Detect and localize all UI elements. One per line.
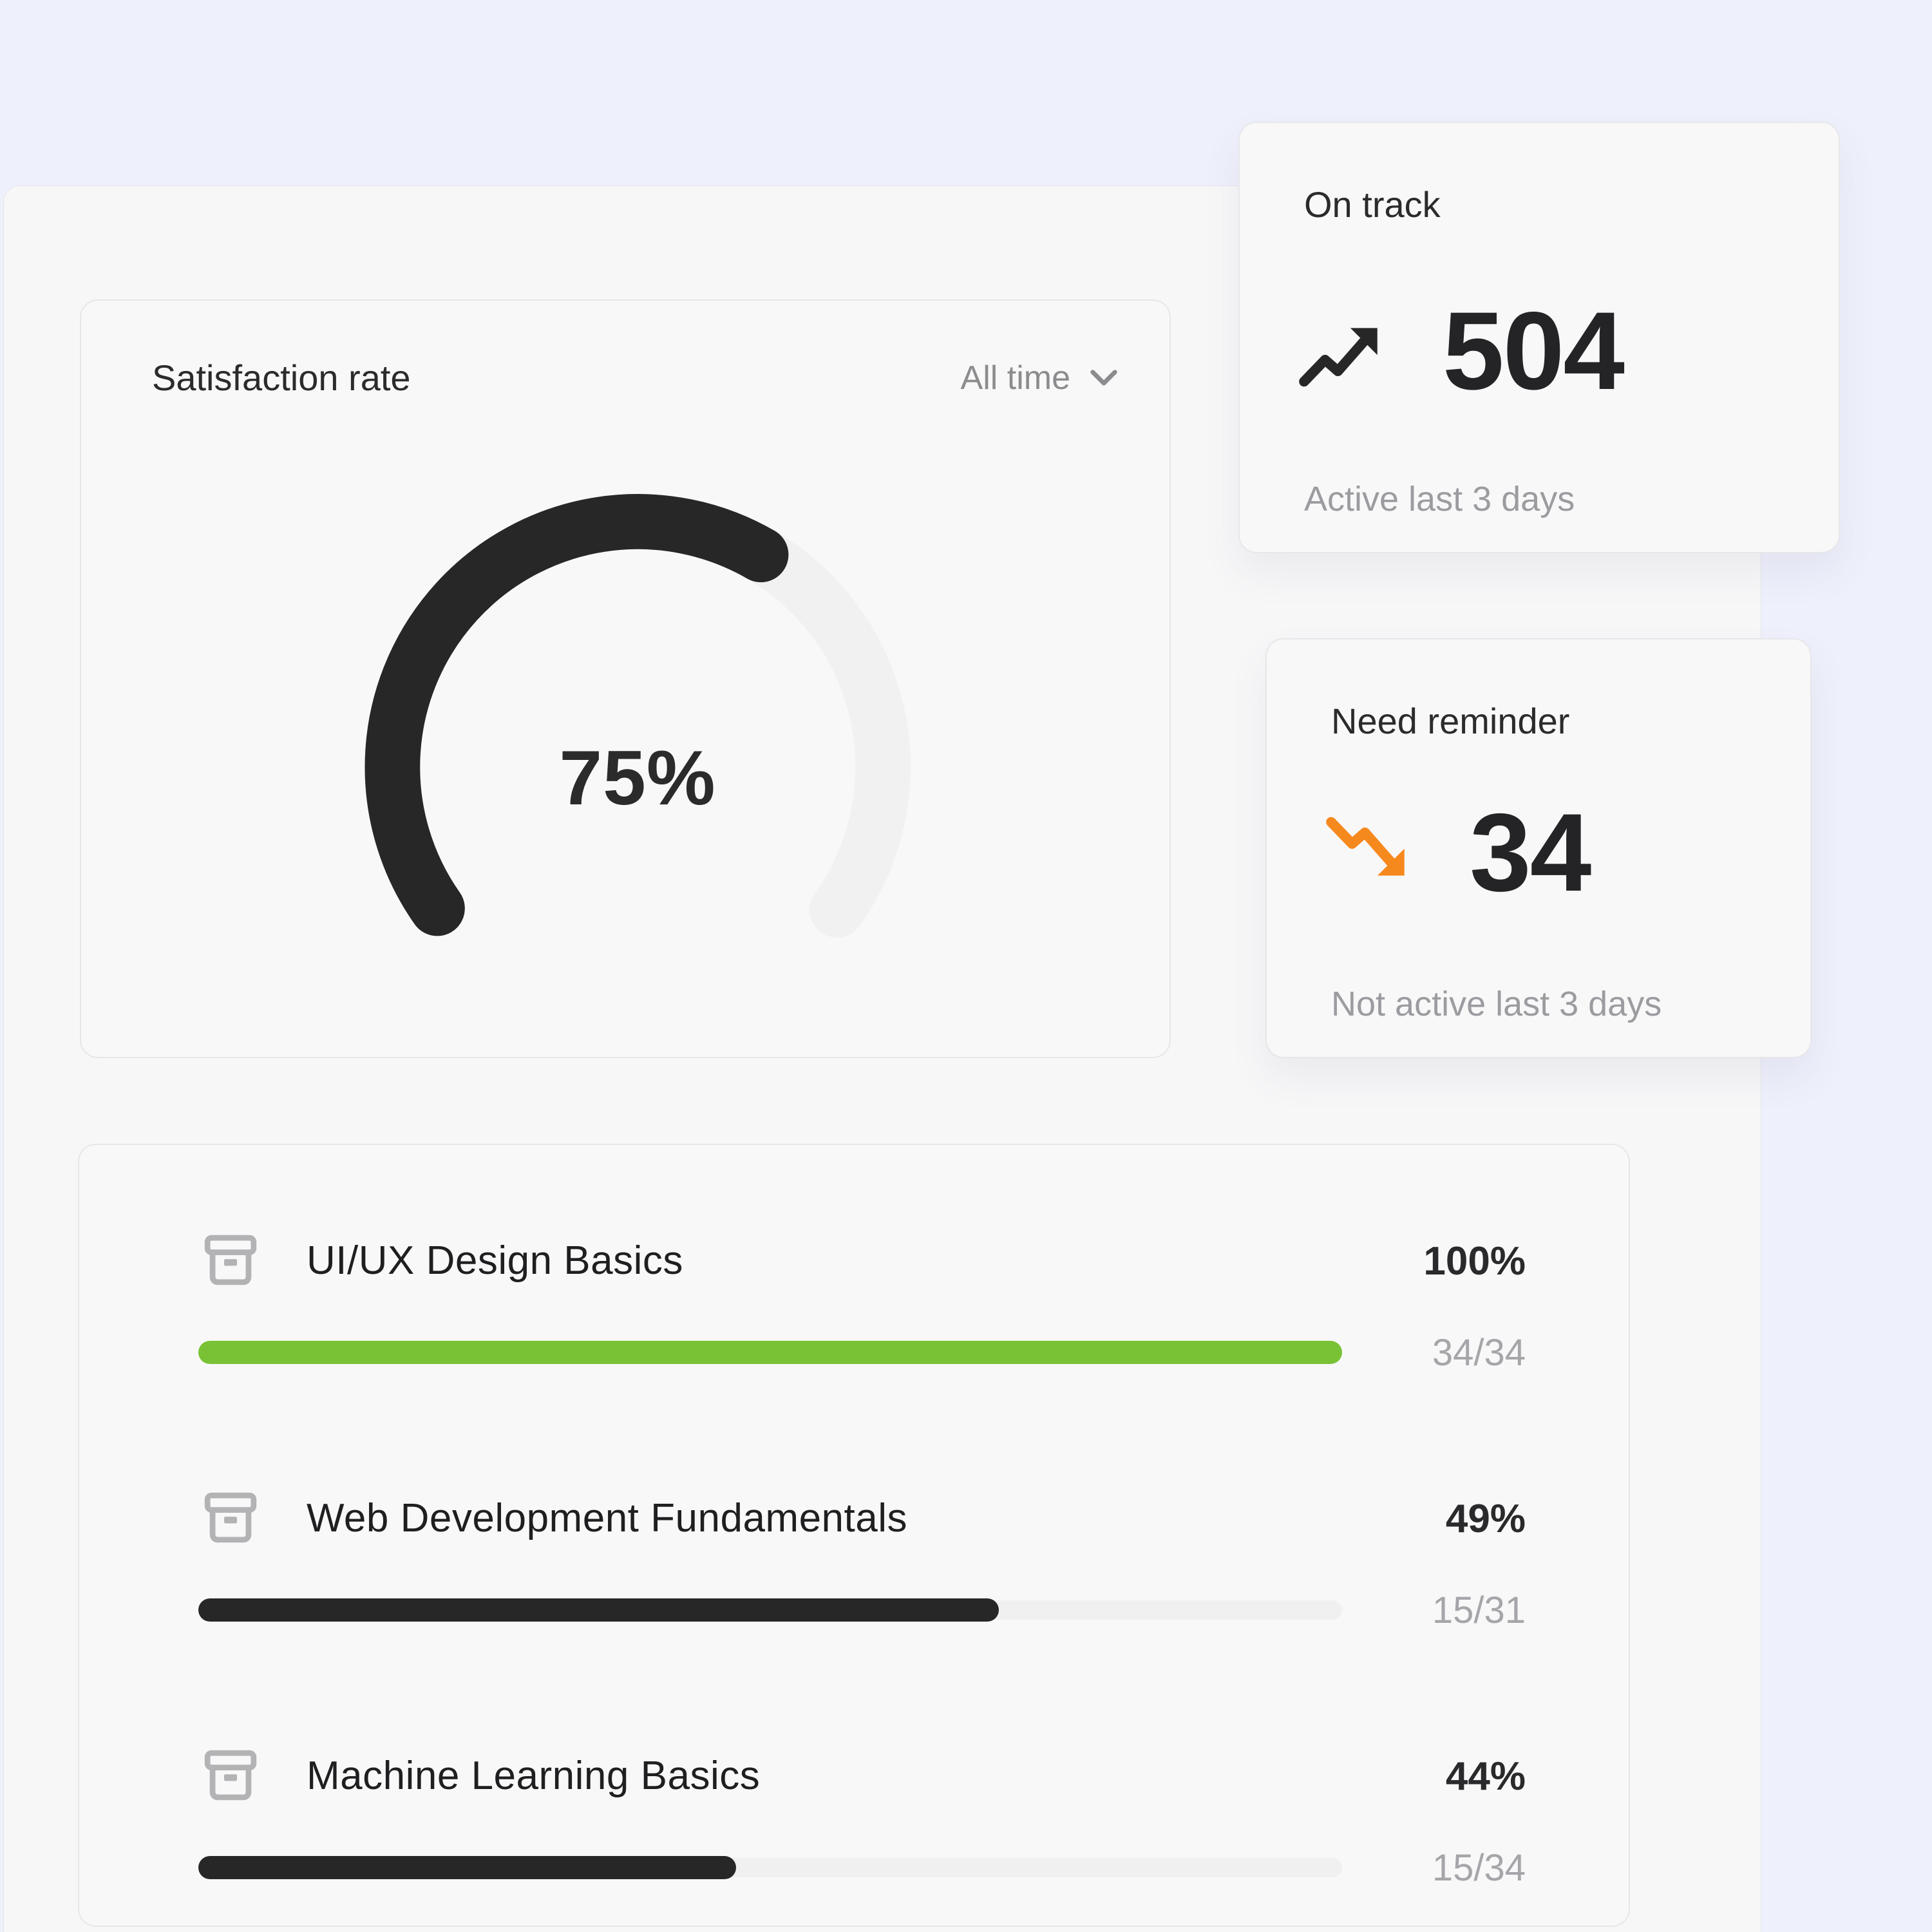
archive-box-icon — [198, 1226, 263, 1296]
course-title: UI/UX Design Basics — [307, 1238, 683, 1283]
course-progress-fraction: 15/34 — [1432, 1846, 1526, 1889]
course-progress-fraction: 15/31 — [1432, 1589, 1526, 1631]
on-track-title: On track — [1304, 184, 1441, 225]
course-row[interactable]: UI/UX Design Basics 100% 34/34 — [198, 1226, 1526, 1374]
satisfaction-card-title: Satisfaction rate — [152, 357, 411, 398]
satisfaction-gauge: 75% — [300, 460, 975, 1086]
course-title: Machine Learning Basics — [307, 1754, 761, 1798]
course-percent-value: 100% — [1423, 1238, 1526, 1283]
course-title: Web Development Fundamentals — [307, 1496, 908, 1540]
on-track-card: On track 504 Active last 3 days — [1238, 122, 1840, 553]
gauge-track-arc — [733, 527, 911, 938]
course-progress-fraction: 34/34 — [1432, 1331, 1526, 1374]
need-reminder-caption: Not active last 3 days — [1331, 985, 1662, 1023]
time-range-label: All time — [960, 359, 1070, 397]
course-percent-value: 44% — [1445, 1754, 1526, 1799]
trending-down-icon — [1321, 804, 1418, 901]
on-track-caption: Active last 3 days — [1304, 480, 1575, 518]
need-reminder-value: 34 — [1470, 791, 1591, 914]
course-progress-track — [198, 1598, 1342, 1622]
course-percent-value: 49% — [1445, 1496, 1526, 1541]
gauge-fill-arc — [365, 494, 789, 936]
archive-box-icon — [198, 1741, 263, 1811]
on-track-value: 504 — [1443, 289, 1625, 413]
need-reminder-card: Need reminder 34 Not active last 3 days — [1265, 638, 1812, 1058]
course-progress-track — [198, 1341, 1342, 1364]
course-progress-track — [198, 1856, 1342, 1879]
chevron-down-icon — [1090, 368, 1118, 388]
time-range-dropdown[interactable]: All time — [961, 360, 1118, 396]
satisfaction-rate-card: Satisfaction rate All time 75% — [80, 299, 1171, 1058]
courses-progress-card: UI/UX Design Basics 100% 34/34 Web Devel… — [78, 1144, 1630, 1927]
gauge-value-label: 75% — [559, 735, 716, 821]
course-progress-fill — [198, 1598, 999, 1622]
trending-up-icon — [1294, 303, 1391, 399]
course-progress-fill — [198, 1856, 736, 1879]
archive-box-icon — [198, 1484, 263, 1553]
need-reminder-title: Need reminder — [1331, 701, 1570, 741]
course-row[interactable]: Machine Learning Basics 44% 15/34 — [198, 1741, 1526, 1889]
courses-list: UI/UX Design Basics 100% 34/34 Web Devel… — [79, 1145, 1629, 1889]
course-progress-fill — [198, 1341, 1342, 1364]
course-row[interactable]: Web Development Fundamentals 49% 15/31 — [198, 1484, 1526, 1631]
gauge-arc — [365, 494, 911, 938]
